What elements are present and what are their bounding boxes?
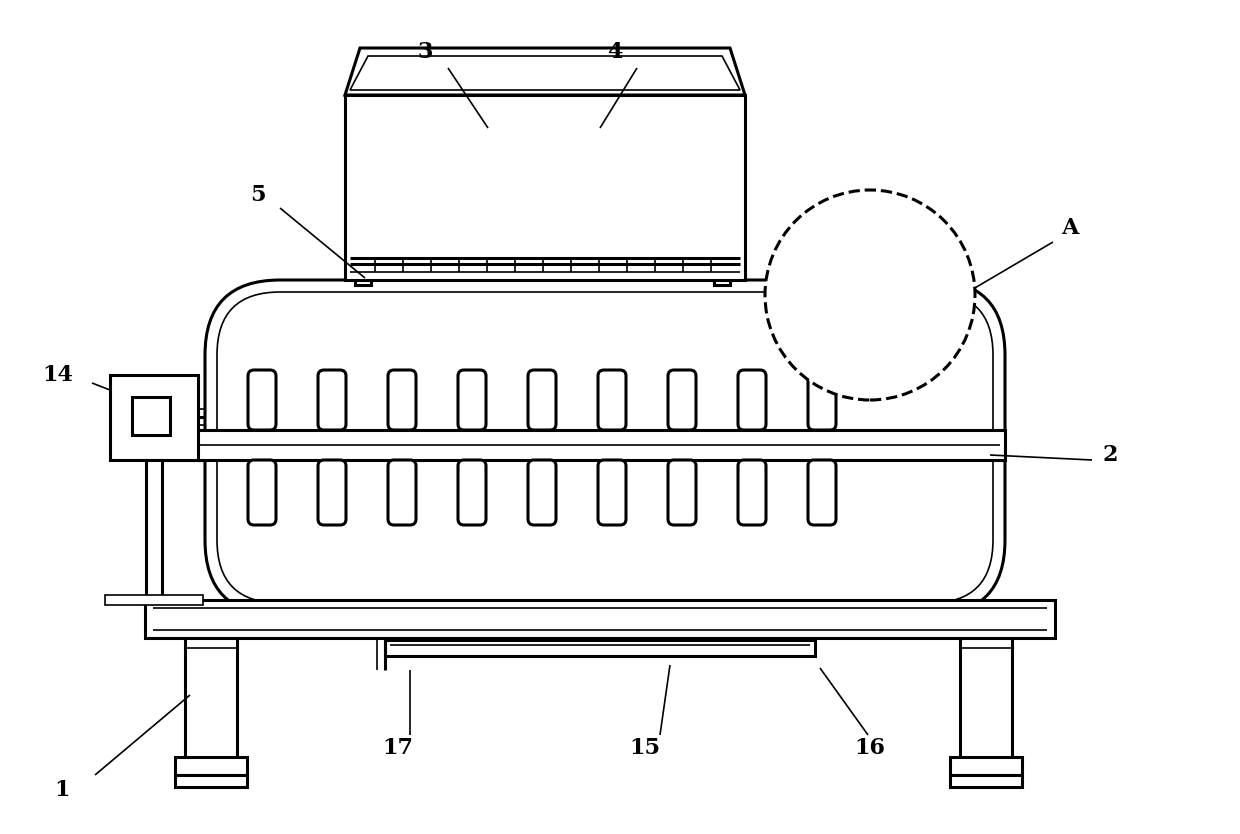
Bar <box>950 775 1022 787</box>
Text: 5: 5 <box>250 184 265 206</box>
Bar <box>146 460 162 600</box>
Bar <box>175 757 247 775</box>
FancyBboxPatch shape <box>388 370 415 430</box>
FancyBboxPatch shape <box>388 460 415 525</box>
Bar <box>384 640 815 656</box>
Bar <box>145 600 1055 638</box>
FancyBboxPatch shape <box>668 370 696 430</box>
Text: 14: 14 <box>42 364 73 386</box>
Bar <box>345 95 745 280</box>
Bar <box>858 229 882 284</box>
Bar <box>836 213 904 229</box>
Text: 17: 17 <box>382 737 413 759</box>
FancyBboxPatch shape <box>205 280 1004 615</box>
Bar <box>714 195 730 285</box>
FancyBboxPatch shape <box>317 460 346 525</box>
FancyBboxPatch shape <box>248 370 277 430</box>
FancyBboxPatch shape <box>248 460 277 525</box>
Bar <box>844 300 897 314</box>
Bar <box>861 314 880 334</box>
Text: A: A <box>1061 217 1079 239</box>
FancyBboxPatch shape <box>528 370 556 430</box>
Text: 16: 16 <box>854 737 885 759</box>
FancyBboxPatch shape <box>738 370 766 430</box>
FancyBboxPatch shape <box>528 460 556 525</box>
Bar <box>175 775 247 787</box>
FancyBboxPatch shape <box>598 460 626 525</box>
Text: 3: 3 <box>418 41 433 63</box>
Bar <box>140 430 1004 460</box>
Bar <box>110 375 198 460</box>
Bar <box>131 397 170 435</box>
Bar <box>950 757 1022 775</box>
FancyBboxPatch shape <box>458 370 486 430</box>
Text: 15: 15 <box>630 737 661 759</box>
FancyBboxPatch shape <box>317 370 346 430</box>
FancyBboxPatch shape <box>668 460 696 525</box>
FancyBboxPatch shape <box>738 460 766 525</box>
Text: 4: 4 <box>608 41 622 63</box>
Text: 2: 2 <box>1102 444 1117 466</box>
Bar <box>355 195 371 285</box>
Circle shape <box>765 190 975 400</box>
FancyBboxPatch shape <box>808 460 836 525</box>
FancyBboxPatch shape <box>458 460 486 525</box>
Polygon shape <box>345 48 745 95</box>
FancyBboxPatch shape <box>598 370 626 430</box>
Bar <box>105 595 203 605</box>
Text: 1: 1 <box>55 779 69 801</box>
FancyBboxPatch shape <box>808 370 836 430</box>
Bar <box>844 284 897 298</box>
